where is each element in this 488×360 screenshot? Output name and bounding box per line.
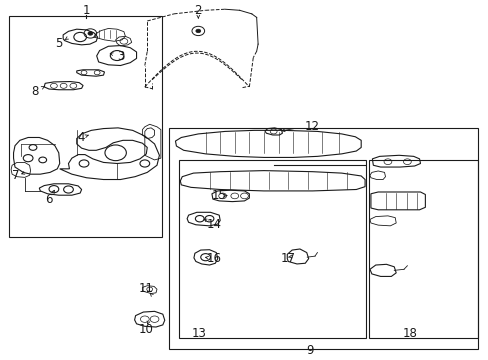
Bar bbox=[169, 128, 477, 349]
Text: 5: 5 bbox=[55, 37, 62, 50]
Text: 14: 14 bbox=[206, 217, 221, 230]
Text: 12: 12 bbox=[304, 120, 319, 133]
Text: 13: 13 bbox=[191, 327, 206, 340]
Bar bbox=[368, 160, 477, 338]
Text: 4: 4 bbox=[78, 131, 85, 144]
Text: 9: 9 bbox=[306, 344, 313, 357]
Text: 3: 3 bbox=[117, 50, 124, 63]
Text: 18: 18 bbox=[402, 327, 416, 340]
Circle shape bbox=[196, 29, 201, 33]
Text: 10: 10 bbox=[138, 323, 153, 336]
Circle shape bbox=[88, 32, 93, 35]
Text: 17: 17 bbox=[281, 252, 295, 265]
Bar bbox=[179, 160, 366, 338]
Text: 7: 7 bbox=[12, 170, 20, 183]
Text: 11: 11 bbox=[138, 282, 153, 296]
Text: 6: 6 bbox=[45, 193, 53, 206]
Text: 16: 16 bbox=[206, 252, 221, 265]
Text: 1: 1 bbox=[82, 4, 90, 17]
Text: 2: 2 bbox=[194, 4, 202, 17]
Text: 8: 8 bbox=[32, 85, 39, 98]
Text: 15: 15 bbox=[211, 189, 226, 202]
Bar bbox=[9, 15, 162, 237]
